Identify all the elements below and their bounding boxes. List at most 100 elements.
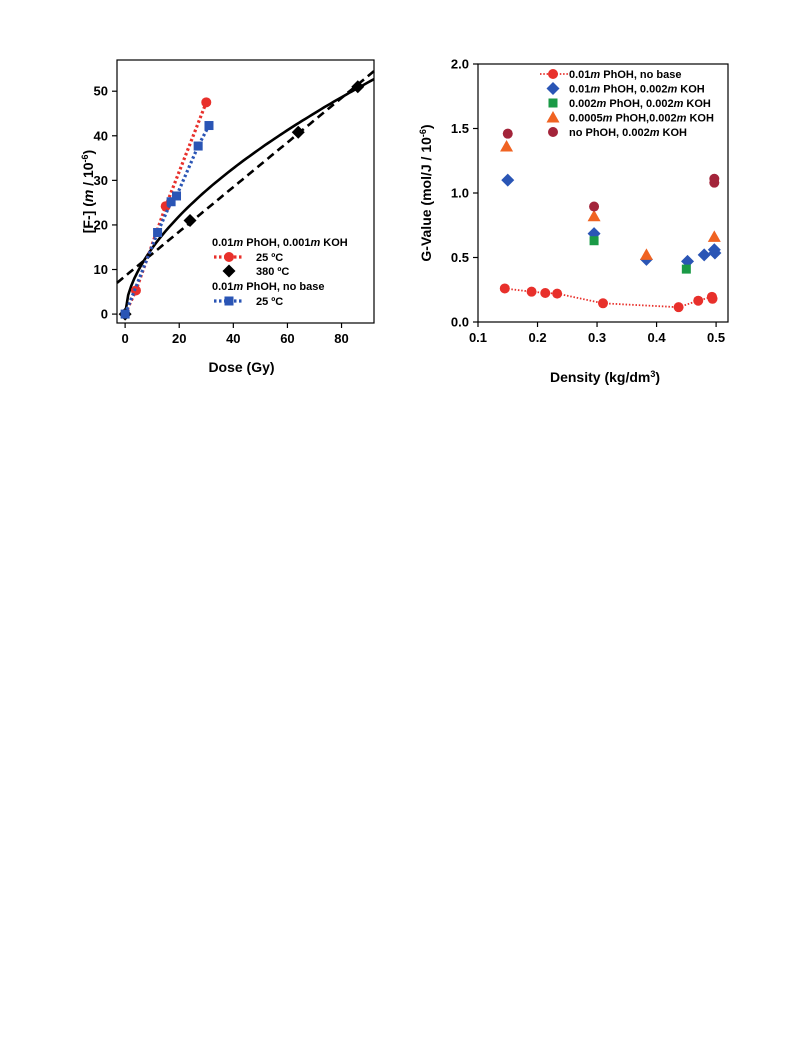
data-point bbox=[681, 264, 691, 274]
dashed-fit-line bbox=[116, 70, 375, 284]
x-axis-label-part: Density (kg/dm bbox=[550, 369, 650, 385]
data-point bbox=[291, 125, 305, 139]
y-axis-label-part: ) bbox=[418, 124, 434, 129]
legend-entry-label-part: m bbox=[677, 113, 687, 125]
legend-entry-label-part: KOH bbox=[686, 113, 714, 125]
y-tick-label: 0.0 bbox=[451, 315, 469, 330]
legend-group-title-part: m bbox=[233, 281, 243, 293]
y-axis-label-part: [F-] ( bbox=[80, 202, 96, 233]
legend-group-title-part: PhOH, no base bbox=[243, 281, 324, 293]
y-axis-label: [F-] (m / 10-6) bbox=[80, 150, 96, 233]
y-tick-label: 20 bbox=[94, 217, 108, 232]
x-tick-label: 60 bbox=[280, 331, 294, 346]
data-point bbox=[707, 293, 718, 304]
legend-entry-label-part: KOH bbox=[683, 98, 711, 110]
legend-entry-label: 380 ºC bbox=[256, 266, 289, 278]
data-point bbox=[552, 288, 563, 299]
plot-frame bbox=[116, 59, 375, 324]
legend-entry-label: 0.01m PhOH, no base bbox=[569, 69, 682, 81]
x-tick-label: 0.3 bbox=[588, 330, 606, 345]
x-tick-label: 40 bbox=[226, 331, 240, 346]
data-point bbox=[201, 97, 212, 108]
x-tick-label: 0.5 bbox=[707, 330, 725, 345]
legend-entry-label-part: PhOH, no base bbox=[600, 69, 681, 81]
legend-entry-label-part: 0.01 bbox=[569, 84, 590, 96]
data-point bbox=[501, 173, 515, 187]
data-point bbox=[693, 295, 704, 306]
legend-entry-label-part: 0.002 bbox=[569, 98, 597, 110]
legend-entry-label-part: PhOH, 0.002 bbox=[606, 98, 673, 110]
legend-marker bbox=[546, 111, 560, 123]
data-point bbox=[172, 191, 182, 201]
legend-entry-label-part: PhOH, 0.002 bbox=[600, 84, 667, 96]
data-point bbox=[540, 287, 551, 298]
x-tick-label: 0.4 bbox=[648, 330, 667, 345]
legend-entry-label: 0.01m PhOH, 0.002m KOH bbox=[569, 84, 705, 96]
data-point bbox=[697, 248, 711, 262]
y-axis-label-part: -6 bbox=[418, 129, 428, 137]
x-tick-label: 0 bbox=[121, 331, 128, 346]
y-tick-label: 0.5 bbox=[451, 250, 469, 265]
y-axis-label-part: G-Value (mol/J / 10 bbox=[418, 137, 434, 262]
data-point bbox=[589, 236, 599, 246]
legend-entry-label-part: m bbox=[590, 69, 600, 81]
legend-entry-label-part: PhOH,0.002 bbox=[612, 113, 676, 125]
legend-entry-label-part: KOH bbox=[659, 127, 687, 139]
data-point bbox=[526, 286, 537, 297]
y-tick-label: 1.0 bbox=[451, 186, 469, 201]
legend-entry-label-part: KOH bbox=[677, 84, 705, 96]
y-axis-label: G-Value (mol/J / 10-6) bbox=[418, 124, 434, 261]
x-axis-label-part: ) bbox=[655, 369, 660, 385]
data-point bbox=[166, 197, 176, 207]
legend-entry-label: 25 ºC bbox=[256, 296, 283, 308]
legend-marker bbox=[548, 127, 558, 137]
x-tick-label: 0.1 bbox=[469, 330, 487, 345]
data-point bbox=[193, 141, 203, 151]
y-axis-label-part: m bbox=[80, 190, 96, 202]
data-point bbox=[639, 248, 653, 260]
data-point bbox=[204, 121, 214, 131]
legend-entry-label-part: m bbox=[603, 113, 613, 125]
data-point bbox=[500, 140, 514, 152]
x-tick-label: 80 bbox=[334, 331, 348, 346]
legend-marker bbox=[224, 296, 234, 306]
legend-group-title-part: PhOH, 0.001 bbox=[243, 237, 310, 249]
x-tick-label: 20 bbox=[172, 331, 186, 346]
data-point bbox=[589, 201, 600, 212]
y-tick-label: 10 bbox=[94, 262, 108, 277]
legend-group-title: 0.01m PhOH, no base bbox=[212, 281, 325, 293]
legend-entry-label-part: m bbox=[590, 84, 600, 96]
data-point bbox=[598, 298, 608, 309]
legend-marker bbox=[546, 82, 560, 95]
legend-entry-label: 0.002m PhOH, 0.002m KOH bbox=[569, 98, 711, 110]
data-point bbox=[499, 283, 510, 294]
x-axis-label: Dose (Gy) bbox=[208, 359, 274, 375]
data-point bbox=[183, 213, 197, 227]
series-line bbox=[123, 124, 211, 315]
y-tick-label: 0 bbox=[101, 307, 108, 322]
legend-entry-label-part: m bbox=[597, 98, 607, 110]
legend-group-title-part: 0.01 bbox=[212, 281, 233, 293]
data-point bbox=[351, 80, 365, 94]
y-axis-label-part: ) bbox=[80, 150, 96, 155]
data-point bbox=[709, 177, 720, 188]
legend-group-title-part: m bbox=[310, 237, 320, 249]
legend-marker bbox=[222, 264, 236, 278]
data-point bbox=[120, 309, 130, 319]
data-point bbox=[502, 128, 513, 139]
y-tick-label: 1.5 bbox=[451, 121, 469, 136]
g-value-density-chart: 0.1 0.2 0.3 0.4 0.50.00.51.01.52.00.01m PhOH… bbox=[418, 57, 729, 385]
legend-entry-label-part: m bbox=[650, 127, 660, 139]
legend-group-title: 0.01m PhOH, 0.001m KOH bbox=[212, 237, 348, 249]
legend-entry-label-part: 0.01 bbox=[569, 69, 590, 81]
data-point bbox=[587, 209, 601, 222]
legend-marker bbox=[548, 69, 558, 79]
legend-entry-label-part: 0.0005 bbox=[569, 113, 603, 125]
y-tick-label: 40 bbox=[94, 128, 108, 143]
legend-group-title-part: 0.01 bbox=[212, 237, 233, 249]
legend-group-title-part: m bbox=[233, 237, 243, 249]
data-point bbox=[153, 228, 163, 238]
